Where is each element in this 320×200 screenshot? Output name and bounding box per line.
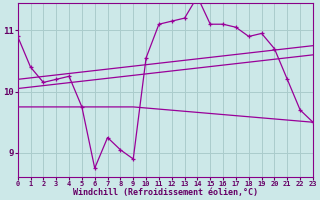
X-axis label: Windchill (Refroidissement éolien,°C): Windchill (Refroidissement éolien,°C) xyxy=(73,188,258,197)
